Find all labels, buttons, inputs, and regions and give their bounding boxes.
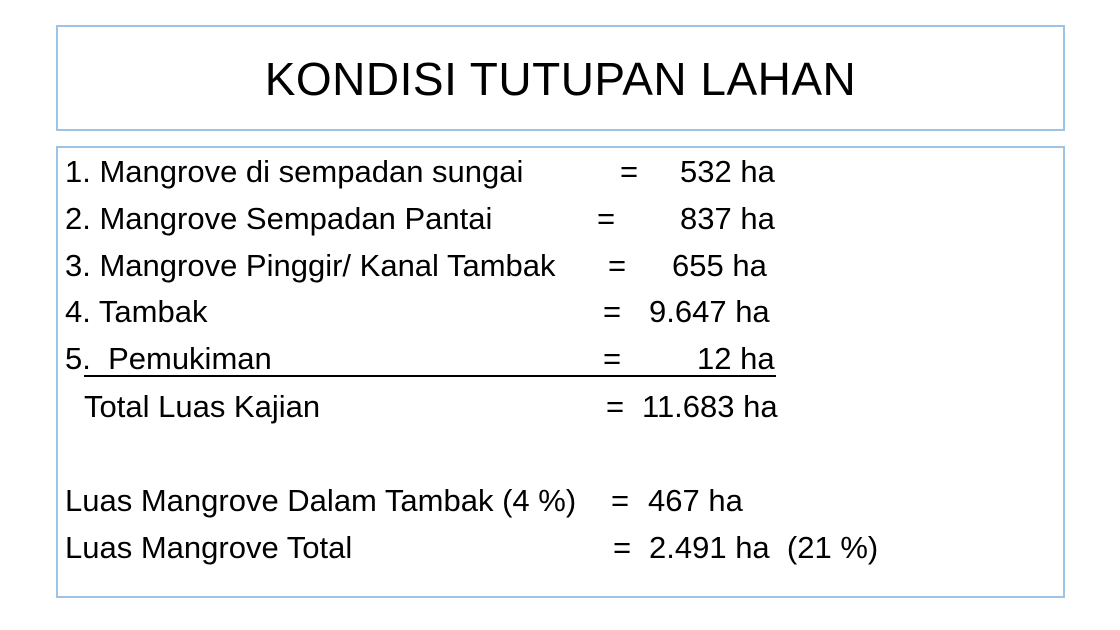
mangrove-total-value: 2.491 ha (21 %) bbox=[649, 530, 879, 565]
item-eq-2: = bbox=[597, 201, 616, 236]
title-box: KONDISI TUTUPAN LAHAN bbox=[56, 25, 1065, 131]
mangrove-total-label: Luas Mangrove Total bbox=[65, 530, 353, 565]
item-label-2: 2. Mangrove Sempadan Pantai bbox=[65, 201, 493, 236]
item-eq-4: = bbox=[603, 294, 622, 329]
item-eq-1: = bbox=[620, 154, 639, 189]
item-value-5: 12 ha bbox=[697, 341, 775, 376]
total-value: 11.683 ha bbox=[642, 389, 778, 424]
subtotal-rule bbox=[84, 375, 776, 377]
total-label: Total Luas Kajian bbox=[84, 389, 321, 424]
item-label-4: 4. Tambak bbox=[65, 294, 208, 329]
item-eq-3: = bbox=[608, 248, 627, 283]
item-value-1: 532 ha bbox=[680, 154, 775, 189]
item-value-4: 9.647 ha bbox=[649, 294, 770, 329]
item-label-5: 5. Pemukiman bbox=[65, 341, 272, 376]
item-label-1: 1. Mangrove di sempadan sungai bbox=[65, 154, 524, 189]
mangrove-total-eq: = bbox=[613, 530, 632, 565]
content-box bbox=[56, 146, 1065, 598]
mangrove-dalam-tambak-label: Luas Mangrove Dalam Tambak (4 %) bbox=[65, 483, 577, 518]
item-value-2: 837 ha bbox=[680, 201, 775, 236]
item-eq-5: = bbox=[603, 341, 622, 376]
item-value-3: 655 ha bbox=[672, 248, 767, 283]
item-label-3: 3. Mangrove Pinggir/ Kanal Tambak bbox=[65, 248, 556, 283]
mangrove-dalam-tambak-value: 467 ha bbox=[648, 483, 743, 518]
mangrove-dalam-tambak-eq: = bbox=[611, 483, 630, 518]
total-eq: = bbox=[606, 389, 625, 424]
page-title: KONDISI TUTUPAN LAHAN bbox=[264, 53, 857, 105]
